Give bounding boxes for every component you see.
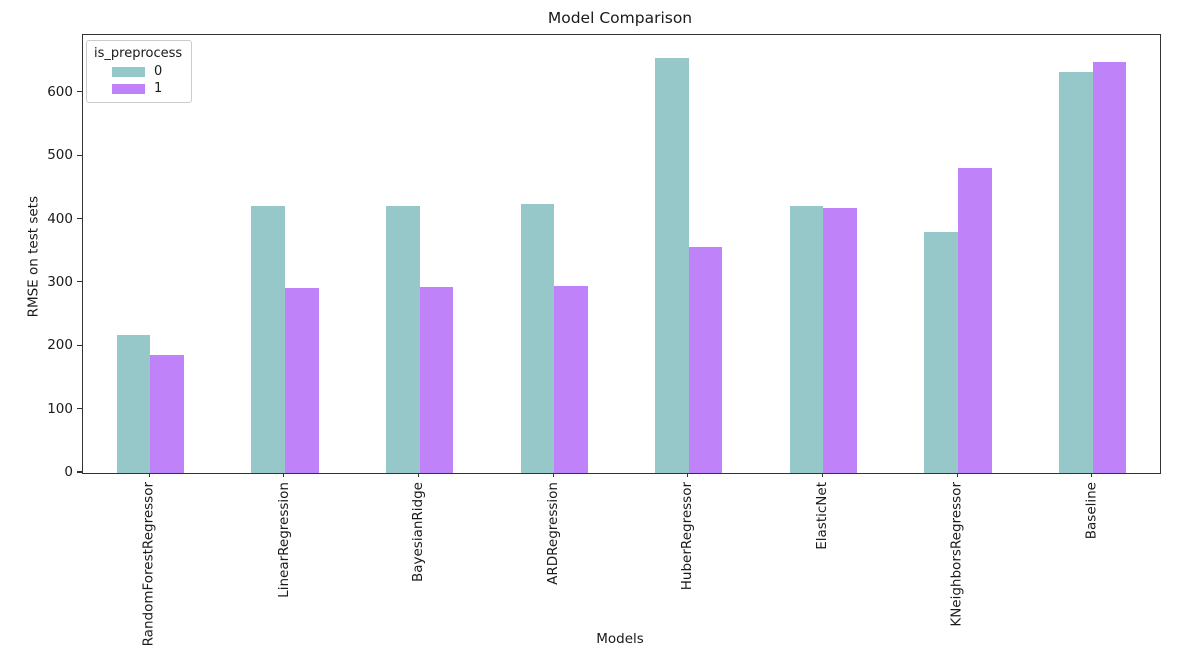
y-tick-label-0: 0 bbox=[64, 464, 73, 480]
x-tick-mark bbox=[148, 473, 150, 477]
bar-ElasticNet-series-0 bbox=[789, 205, 824, 473]
legend-swatch-series-1-icon bbox=[112, 83, 145, 94]
bar-LinearRegression-series-1 bbox=[284, 287, 319, 473]
y-tick-label-600: 600 bbox=[47, 83, 73, 100]
y-tick-mark bbox=[77, 154, 82, 156]
bar-RandomForestRegressor-series-1 bbox=[150, 355, 184, 473]
bar-BayesianRidge-series-0 bbox=[385, 205, 420, 473]
x-tick-label-Baseline: Baseline bbox=[1083, 482, 1100, 540]
y-tick-mark bbox=[77, 281, 82, 283]
x-tick-label-RandomForestRegressor: RandomForestRegressor bbox=[140, 482, 157, 647]
x-tick-label-LinearRegression: LinearRegression bbox=[275, 482, 292, 598]
x-tick-mark bbox=[687, 473, 689, 477]
x-tick-mark bbox=[1091, 473, 1093, 477]
legend-label-series-0: 0 bbox=[154, 64, 163, 79]
plot-area bbox=[82, 34, 1161, 474]
y-tick-label-400: 400 bbox=[47, 210, 73, 227]
legend-entry-0: 0 bbox=[94, 63, 182, 80]
x-tick-mark bbox=[283, 473, 285, 477]
bar-ElasticNet-series-1 bbox=[823, 208, 858, 473]
chart-title: Model Comparison bbox=[547, 9, 693, 27]
legend-title: is_preprocess bbox=[94, 46, 183, 61]
y-tick-mark bbox=[77, 217, 82, 220]
x-tick-label-HuberRegressor: HuberRegressor bbox=[679, 482, 696, 591]
bar-KNeighborsRegressor-series-0 bbox=[924, 231, 959, 473]
x-tick-mark bbox=[552, 473, 554, 477]
y-tick-label-500: 500 bbox=[47, 147, 73, 164]
bar-Baseline-series-0 bbox=[1059, 71, 1093, 473]
bar-HuberRegressor-series-0 bbox=[655, 57, 689, 473]
bar-HuberRegressor-series-1 bbox=[688, 247, 723, 473]
bar-ARDRegression-series-1 bbox=[554, 286, 588, 473]
legend-label-series-1: 1 bbox=[154, 81, 163, 96]
x-tick-mark bbox=[956, 473, 958, 477]
bar-LinearRegression-series-0 bbox=[251, 205, 285, 473]
legend: is_preprocess 0 1 bbox=[86, 40, 193, 103]
legend-swatch-series-0-icon bbox=[112, 66, 145, 77]
bar-BayesianRidge-series-1 bbox=[419, 287, 454, 473]
bar-RandomForestRegressor-series-0 bbox=[116, 334, 151, 473]
x-tick-label-ARDRegression: ARDRegression bbox=[544, 482, 561, 585]
legend-entry-1: 1 bbox=[94, 80, 182, 97]
x-tick-label-BayesianRidge: BayesianRidge bbox=[410, 482, 427, 583]
bar-KNeighborsRegressor-series-1 bbox=[958, 167, 992, 473]
y-tick-label-100: 100 bbox=[47, 400, 73, 417]
y-axis-label: RMSE on test sets bbox=[25, 196, 41, 318]
x-tick-mark bbox=[418, 473, 420, 477]
x-tick-label-KNeighborsRegressor: KNeighborsRegressor bbox=[948, 482, 965, 627]
x-tick-mark bbox=[821, 473, 823, 477]
y-tick-label-300: 300 bbox=[47, 273, 73, 290]
y-tick-mark bbox=[77, 408, 82, 410]
bar-ARDRegression-series-0 bbox=[520, 204, 555, 473]
x-tick-label-ElasticNet: ElasticNet bbox=[813, 482, 830, 550]
y-tick-label-200: 200 bbox=[47, 337, 73, 354]
y-tick-mark bbox=[77, 471, 82, 473]
y-tick-mark bbox=[77, 344, 82, 346]
bar-Baseline-series-1 bbox=[1092, 62, 1127, 473]
x-axis-label: Models bbox=[596, 631, 644, 647]
y-tick-mark bbox=[77, 91, 82, 93]
